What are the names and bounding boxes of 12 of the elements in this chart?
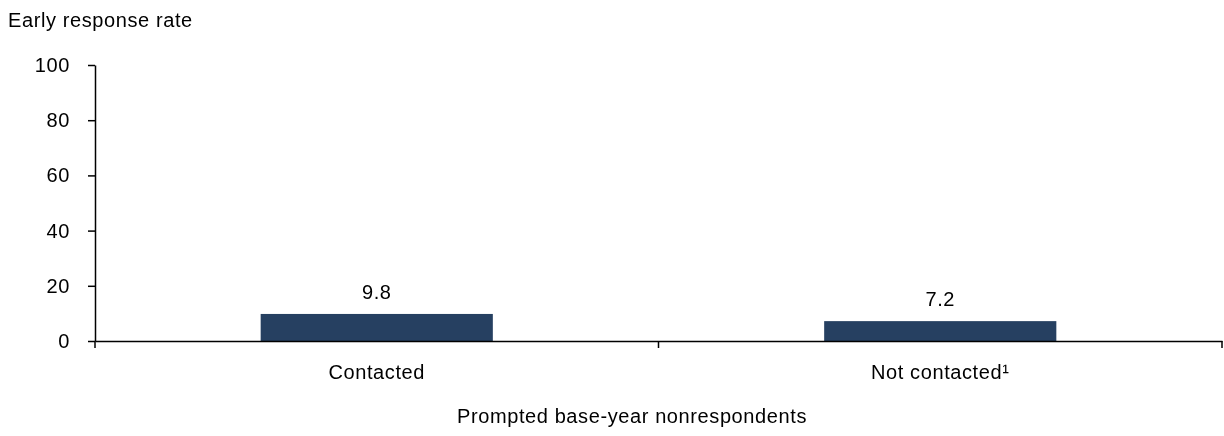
y-tick-label: 40 bbox=[46, 219, 70, 242]
y-tick-label: 20 bbox=[46, 274, 70, 297]
y-axis-title: Early response rate bbox=[8, 9, 193, 31]
y-tick-label: 100 bbox=[34, 53, 70, 76]
x-tick-label: Not contacted¹ bbox=[871, 361, 1010, 384]
y-tick-label: 0 bbox=[58, 329, 70, 352]
y-tick-label: 80 bbox=[46, 109, 70, 132]
y-tick-label: 60 bbox=[46, 164, 70, 187]
x-tick-label: Contacted bbox=[328, 361, 426, 384]
data-label: 9.8 bbox=[361, 280, 392, 303]
x-axis-title: Prompted base-year nonrespondents bbox=[456, 405, 808, 427]
data-label: 7.2 bbox=[925, 288, 956, 311]
